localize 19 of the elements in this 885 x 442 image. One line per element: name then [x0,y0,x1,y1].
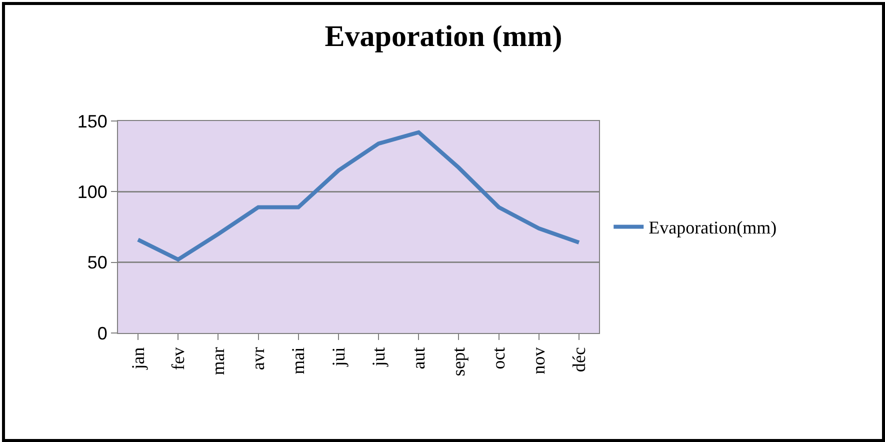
y-tick-label: 100 [77,182,108,202]
x-tick-label: déc [568,347,589,372]
y-tick-label: 0 [97,323,108,344]
x-tick-label: avr [248,347,268,370]
x-tick-label: nov [528,347,549,374]
chart-title: Evaporation (mm) [324,20,562,53]
legend-label: Evaporation(mm) [648,218,777,238]
x-tick-label: fev [168,347,188,370]
x-tick-label: aut [408,347,428,370]
x-tick-label: jui [328,347,348,368]
y-tick-label: 50 [87,252,108,273]
y-tick-label: 150 [77,111,108,132]
x-tick-label: jut [368,347,388,368]
x-tick-label: oct [488,347,509,370]
x-tick-label: mai [288,347,308,374]
line-series [136,130,581,262]
x-tick-label: jan [128,347,148,370]
x-tick-label: sept [448,347,469,376]
x-tick-label: mar [208,347,228,376]
